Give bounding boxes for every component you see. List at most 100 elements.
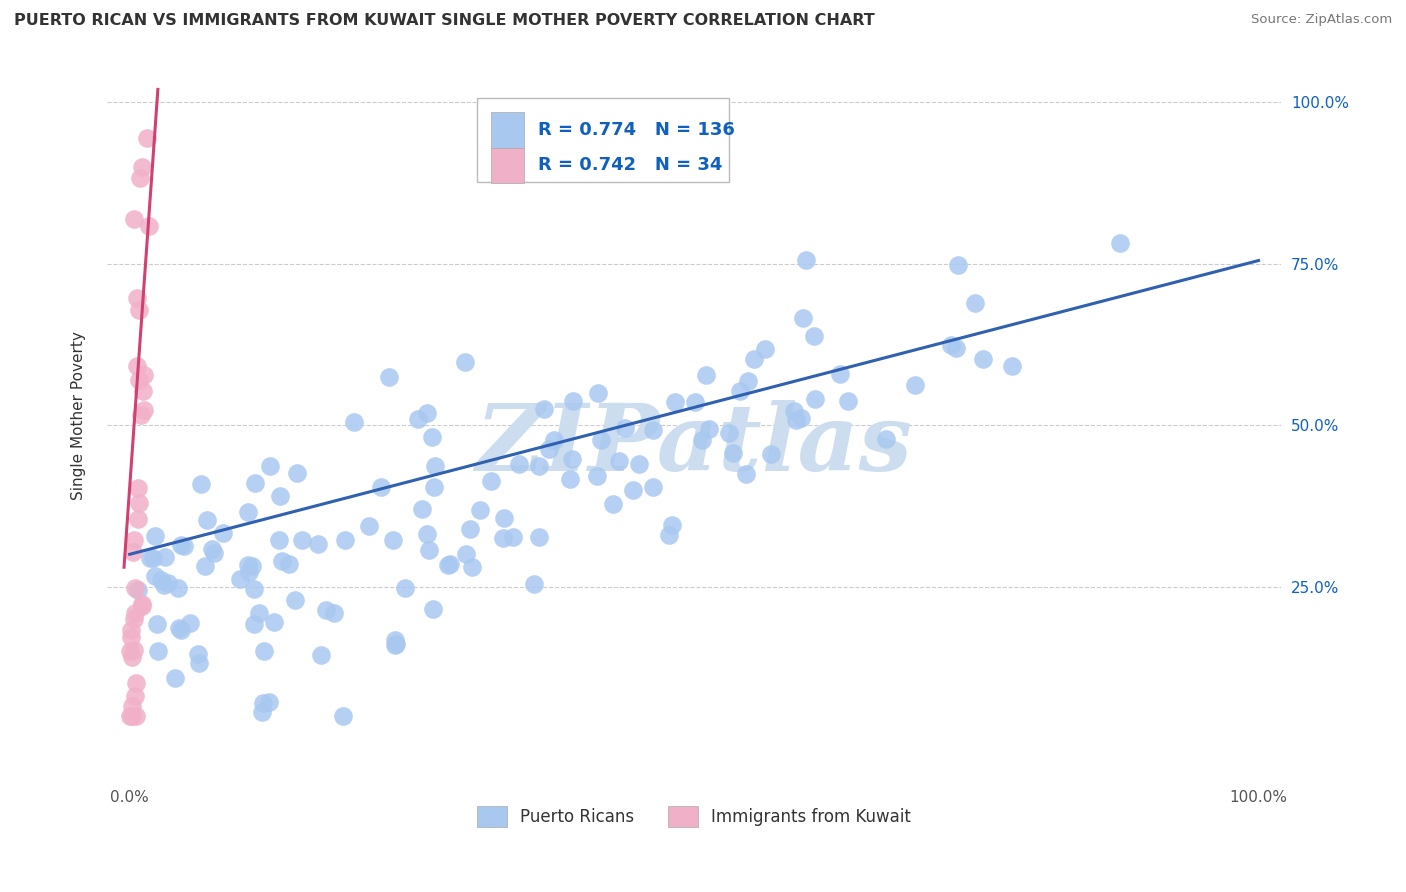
Point	[533, 402, 555, 417]
Point	[621, 483, 644, 498]
Point	[406, 412, 429, 426]
Point	[263, 615, 285, 629]
Point	[785, 413, 807, 427]
Point	[378, 370, 401, 384]
Point	[240, 559, 263, 574]
FancyBboxPatch shape	[491, 148, 524, 183]
Point	[247, 606, 270, 620]
Point	[143, 569, 166, 583]
Point	[456, 547, 478, 561]
Point	[270, 554, 292, 568]
Point	[125, 291, 148, 305]
Point	[794, 252, 817, 267]
Point	[537, 442, 560, 456]
Point	[187, 656, 209, 670]
Point	[875, 433, 897, 447]
Point	[139, 551, 162, 566]
Point	[252, 696, 274, 710]
Point	[156, 576, 179, 591]
Point	[607, 454, 630, 468]
Point	[195, 513, 218, 527]
Point	[131, 598, 153, 612]
Legend: Puerto Ricans, Immigrants from Kuwait: Puerto Ricans, Immigrants from Kuwait	[477, 806, 911, 827]
Point	[167, 622, 190, 636]
Point	[128, 302, 150, 317]
Point	[945, 341, 967, 355]
Point	[127, 512, 149, 526]
Point	[658, 527, 681, 541]
Point	[561, 452, 583, 467]
Point	[238, 558, 260, 572]
Point	[201, 541, 224, 556]
Point	[695, 368, 717, 382]
Point	[187, 647, 209, 661]
Point	[121, 708, 143, 723]
Point	[118, 644, 141, 658]
Point	[904, 377, 927, 392]
Point	[122, 612, 145, 626]
Point	[134, 402, 156, 417]
Point	[122, 643, 145, 657]
Text: ZIPatlas: ZIPatlas	[475, 400, 912, 490]
Point	[132, 384, 155, 398]
Point	[522, 577, 544, 591]
Text: R = 0.774   N = 136: R = 0.774 N = 136	[538, 121, 735, 139]
Point	[128, 496, 150, 510]
Point	[269, 489, 291, 503]
Point	[783, 404, 806, 418]
Point	[155, 549, 177, 564]
Point	[134, 368, 156, 383]
Text: R = 0.742   N = 34: R = 0.742 N = 34	[538, 156, 723, 174]
Point	[127, 359, 149, 373]
Point	[236, 504, 259, 518]
Point	[492, 511, 515, 525]
Point	[479, 474, 502, 488]
Point	[602, 497, 624, 511]
Point	[252, 705, 274, 719]
Point	[437, 558, 460, 572]
Point	[121, 649, 143, 664]
Point	[269, 533, 291, 548]
Point	[529, 530, 551, 544]
Point	[121, 545, 143, 559]
Point	[661, 518, 683, 533]
Point	[238, 566, 260, 580]
Point	[416, 406, 439, 420]
Point	[124, 211, 146, 226]
Point	[803, 328, 825, 343]
Point	[589, 433, 612, 447]
Point	[253, 643, 276, 657]
Point	[142, 551, 165, 566]
Point	[508, 458, 530, 472]
Text: Source: ZipAtlas.com: Source: ZipAtlas.com	[1251, 13, 1392, 27]
FancyBboxPatch shape	[491, 112, 524, 147]
Point	[129, 408, 152, 422]
Text: PUERTO RICAN VS IMMIGRANTS FROM KUWAIT SINGLE MOTHER POVERTY CORRELATION CHART: PUERTO RICAN VS IMMIGRANTS FROM KUWAIT S…	[14, 13, 875, 29]
Point	[385, 637, 408, 651]
Point	[118, 708, 141, 723]
Point	[146, 617, 169, 632]
Point	[128, 373, 150, 387]
Point	[285, 466, 308, 480]
Point	[153, 578, 176, 592]
Point	[737, 374, 759, 388]
Point	[721, 445, 744, 459]
Point	[754, 342, 776, 356]
Point	[683, 395, 706, 409]
Point	[120, 623, 142, 637]
Point	[734, 467, 756, 482]
Point	[492, 531, 515, 545]
Point	[423, 458, 446, 473]
Point	[586, 468, 609, 483]
Point	[135, 130, 157, 145]
Point	[357, 518, 380, 533]
Point	[243, 582, 266, 597]
Point	[165, 671, 187, 685]
Point	[527, 458, 550, 473]
Point	[120, 630, 142, 644]
Point	[418, 542, 440, 557]
Point	[422, 602, 444, 616]
Point	[717, 425, 740, 440]
Point	[259, 458, 281, 473]
Point	[173, 539, 195, 553]
